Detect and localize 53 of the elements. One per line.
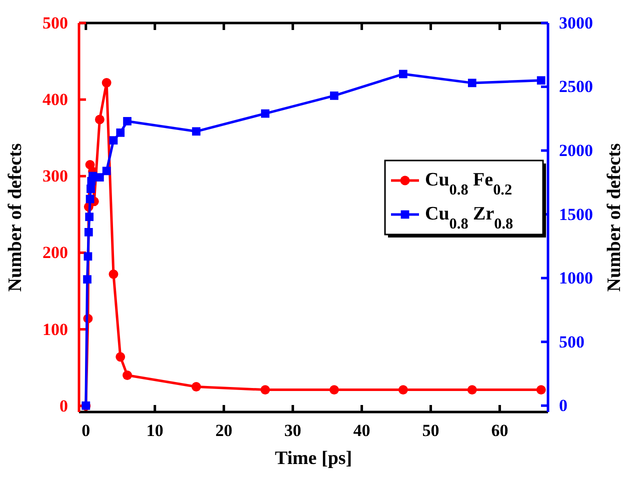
point	[116, 352, 126, 362]
point	[192, 382, 201, 392]
y2-tick-label: 1000	[559, 268, 593, 288]
point	[94, 114, 104, 124]
point	[86, 194, 94, 204]
x-tick-label: 50	[422, 421, 440, 440]
x-tick-label: 10	[146, 421, 164, 440]
y-tick-label: 300	[42, 166, 68, 186]
point	[122, 370, 132, 380]
point	[192, 127, 200, 136]
y-tick-label: 400	[42, 90, 68, 110]
point	[398, 70, 408, 78]
y2-tick-label: 2000	[559, 140, 593, 160]
x-tick-label: 60	[491, 421, 508, 440]
point	[330, 92, 338, 100]
point	[108, 269, 118, 279]
x-axis-title: Time [ps]	[274, 448, 352, 469]
point	[85, 212, 94, 222]
y-tick-label: 100	[42, 320, 68, 339]
y2-axis-title: Number of defects	[604, 143, 625, 292]
y-axis-title: Number of defects	[5, 143, 26, 292]
point	[260, 385, 270, 395]
y-tick-label: 0	[60, 396, 68, 416]
point	[123, 117, 132, 126]
x-tick-label: 20	[215, 421, 232, 440]
x-tick-label: 0	[82, 421, 90, 440]
legend-label: Cu$_{0.8}$ Fe$_{0.2}$	[425, 170, 512, 198]
point	[102, 166, 111, 176]
point	[536, 76, 546, 85]
point	[261, 109, 270, 118]
y2-tick-label: 2500	[559, 77, 593, 96]
point	[84, 252, 92, 261]
y-tick-label: 200	[42, 243, 68, 262]
y2-tick-label: 500	[559, 332, 584, 352]
point	[84, 228, 93, 236]
y-tick-label: 500	[42, 13, 68, 32]
y2-tick-label: 0	[559, 396, 568, 416]
point	[536, 385, 546, 395]
point	[468, 78, 476, 88]
point	[83, 275, 92, 284]
x-tick-label: 40	[353, 421, 370, 440]
point	[329, 385, 339, 395]
y2-tick-label: 1500	[559, 204, 593, 224]
x-tick-label: 30	[284, 421, 302, 440]
point	[116, 128, 125, 137]
point	[102, 78, 112, 88]
point	[96, 173, 104, 182]
point	[467, 385, 477, 395]
point	[109, 136, 118, 145]
y2-tick-label: 3000	[559, 13, 593, 32]
point	[86, 184, 95, 193]
legend-label: Cu$_{0.8}$ Zr$_{0.8}$	[425, 204, 514, 232]
point	[398, 385, 408, 395]
